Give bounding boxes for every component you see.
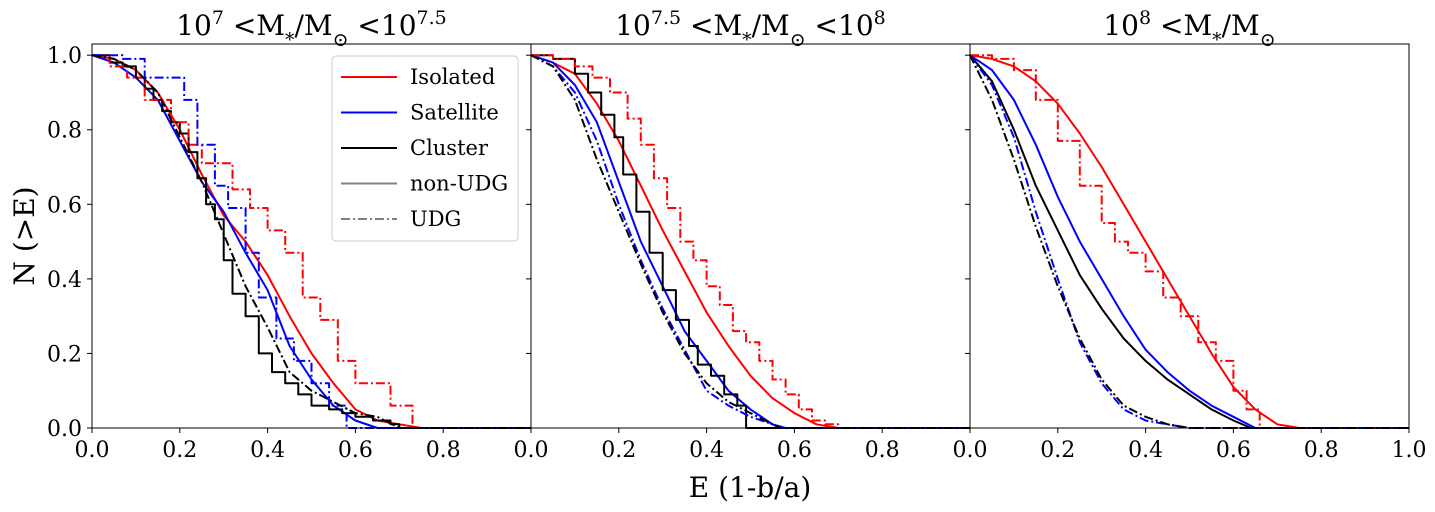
x-tick-label: 0.4: [250, 438, 285, 463]
title-solar: /M: [295, 9, 333, 42]
title-exponent: 7.5: [417, 7, 447, 29]
panel-title: 107.5 <M*/M⊙ <108: [615, 7, 886, 51]
series-cluster-non-udg-line: [531, 54, 970, 429]
title-base: 10: [176, 9, 212, 42]
series-isolated-udg-line: [92, 54, 531, 429]
series-cluster-udg-line: [969, 54, 1409, 429]
series-satellite-udg-line: [92, 54, 531, 429]
title-subscript: ⊙: [790, 29, 806, 51]
legend-label-udg: UDG: [410, 207, 461, 231]
series-cluster-udg-line: [530, 54, 970, 429]
title-exponent: 8: [874, 7, 886, 29]
title-upper: <10: [806, 9, 874, 42]
series-satellite-non-udg-line: [91, 54, 531, 429]
y-tick-label: 0.6: [47, 193, 82, 218]
title-exponent: 8: [1139, 7, 1151, 29]
x-tick-label: 0.0: [514, 438, 549, 463]
title-subscript: *: [285, 29, 295, 51]
panel-frame: [969, 43, 1410, 429]
series-cluster-non-udg-line: [969, 54, 1409, 429]
title-exponent: 7: [212, 7, 224, 29]
legend: Isolated Satellite Cluster non-UDG UDG: [331, 55, 519, 242]
title-subscript: ⊙: [1260, 29, 1276, 51]
series-isolated-non-udg-line: [91, 54, 531, 429]
title-subscript: ⊙: [333, 29, 349, 51]
legend-label-cluster: Cluster: [410, 136, 489, 160]
panel-2: 0.0 0.2 0.4 0.6 0.8 107.5 <M*/M⊙ <108: [514, 7, 971, 463]
series-isolated-non-udg-line: [530, 54, 970, 429]
title-mass: <M: [1151, 9, 1212, 42]
legend-label-isolated: Isolated: [410, 65, 495, 89]
title-solar: /M: [752, 9, 790, 42]
series-isolated-udg-line: [531, 54, 970, 429]
series-satellite-udg-line: [530, 54, 970, 429]
y-tick-label: 0.0: [47, 417, 82, 442]
x-tick-label: 0.0: [953, 438, 988, 463]
title-upper: <10: [349, 9, 417, 42]
panel-title: 107 <M*/M⊙ <107.5: [176, 7, 447, 51]
x-tick-label: 0.6: [1216, 438, 1251, 463]
title-base: 10: [615, 9, 651, 42]
panel-frame: [530, 43, 971, 429]
x-tick-label: 0.4: [1128, 438, 1163, 463]
legend-label-satellite: Satellite: [410, 101, 499, 125]
panel-title: 108 <M*/M⊙: [1103, 7, 1275, 51]
title-base: 10: [1103, 9, 1139, 42]
x-tick-label: 0.0: [75, 438, 110, 463]
series-satellite-udg-line: [969, 54, 1409, 429]
title-solar: /M: [1222, 9, 1260, 42]
x-tick-label: 0.2: [601, 438, 636, 463]
panel-3: 0.0 0.2 0.4 0.6 0.8 1.0 108 <M*/M⊙: [953, 7, 1427, 463]
y-tick-label: 1.0: [47, 44, 82, 69]
x-tick-label: 0.6: [777, 438, 812, 463]
series-satellite-non-udg-line: [969, 54, 1409, 429]
y-tick-label: 0.2: [47, 342, 82, 367]
legend-frame: [331, 55, 519, 242]
y-axis-label: N (>E): [8, 186, 41, 285]
x-tick-label: 0.8: [1304, 438, 1339, 463]
x-tick-label: 0.8: [426, 438, 461, 463]
x-axis-label: E (1-b/a): [689, 471, 812, 504]
title-mass: <M: [681, 9, 742, 42]
y-tick-label: 0.8: [47, 119, 82, 144]
series-cluster-udg-line: [91, 54, 531, 429]
title-subscript: *: [742, 29, 752, 51]
series-isolated-non-udg-line: [969, 54, 1409, 429]
title-subscript: *: [1212, 29, 1222, 51]
x-tick-label: 0.6: [338, 438, 373, 463]
x-tick-label: 0.8: [865, 438, 900, 463]
x-tick-label: 1.0: [1392, 438, 1427, 463]
title-mass: <M: [224, 9, 285, 42]
series-cluster-non-udg-line: [92, 54, 531, 429]
series-satellite-non-udg-line: [530, 54, 970, 429]
series-isolated-udg-line: [970, 54, 1409, 429]
x-tick-label: 0.4: [689, 438, 724, 463]
title-exponent: 7.5: [651, 7, 681, 29]
x-tick-label: 0.2: [1040, 438, 1075, 463]
legend-label-non-udg: non-UDG: [410, 172, 508, 196]
panel-1: 0.0 0.2 0.4 0.6 0.8 0.0 0.2 0.4 0.6 0.8 1.0 107 <M*…: [47, 7, 532, 463]
x-tick-label: 0.2: [162, 438, 197, 463]
y-tick-label: 0.4: [47, 268, 82, 293]
